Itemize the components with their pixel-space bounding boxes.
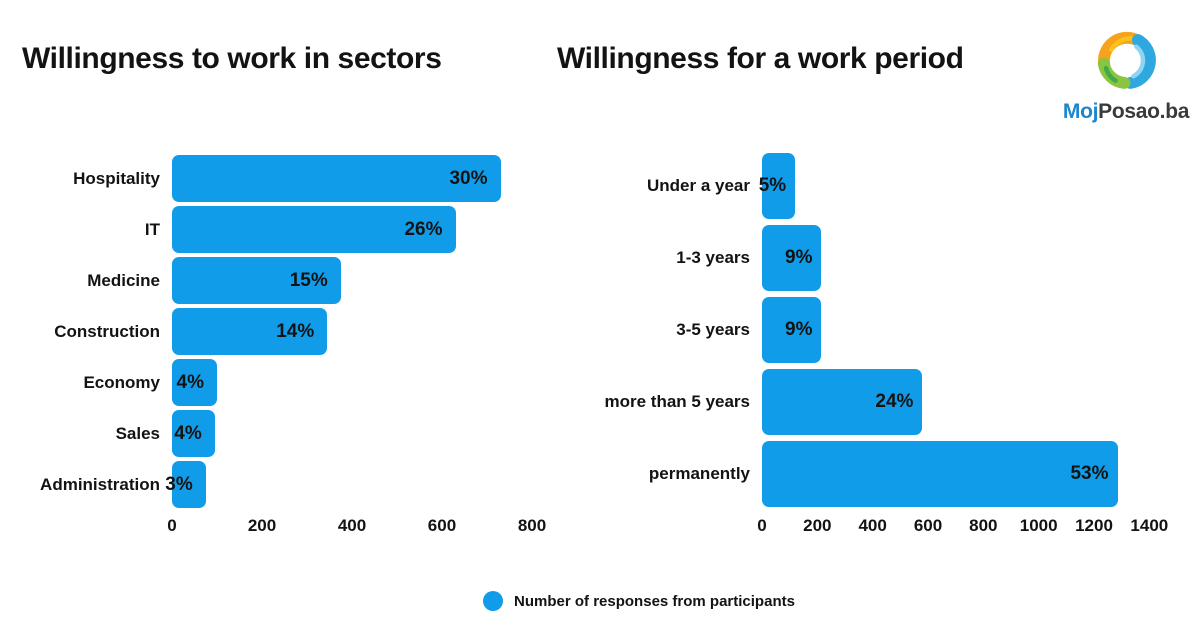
bar-value-label: 53% bbox=[1070, 463, 1109, 484]
work-period-chart-rows: Under a year 5% 1-3 years 9% 3-5 years 9% more… bbox=[600, 150, 1177, 510]
category-label-1-3-years: 1-3 years bbox=[676, 248, 750, 267]
bar-track: 4% bbox=[172, 410, 577, 457]
bar-medicine: 15% bbox=[172, 257, 341, 304]
category-label-permanently: permanently bbox=[648, 464, 750, 483]
bar-track: 3% bbox=[165, 461, 577, 508]
bar-1-3-years: 9% bbox=[762, 225, 822, 291]
chart-row-more-than-5-years: more than 5 years 24% bbox=[600, 366, 1177, 438]
category-label-under-a-year: Under a year bbox=[647, 176, 750, 195]
x-axis-tick-400: 400 bbox=[337, 516, 367, 535]
mojposao-logo: MojPosao.ba bbox=[1060, 20, 1192, 124]
x-axis-tick-600: 600 bbox=[427, 516, 457, 535]
work-period-x-axis: 0 200 400 600 800 1000 1200 1400 bbox=[757, 516, 1177, 538]
chart-row-medicine: Medicine 15% bbox=[10, 255, 577, 306]
bar-track: 26% bbox=[172, 206, 577, 253]
category-label-it: IT bbox=[144, 219, 160, 239]
bar-track: 9% bbox=[762, 297, 1177, 363]
logo-moj-text: Moj bbox=[1062, 100, 1099, 123]
x-axis-tick-800: 800 bbox=[517, 516, 547, 535]
x-axis-tick-800: 800 bbox=[969, 516, 998, 535]
category-label-construction: Construction bbox=[54, 321, 160, 341]
x-axis-tick-600: 600 bbox=[913, 516, 943, 535]
chart-row-hospitality: Hospitality 30% bbox=[10, 153, 577, 204]
legend-dot-icon bbox=[483, 591, 504, 611]
category-label-3-5-years: 3-5 years bbox=[676, 320, 750, 339]
x-axis-tick-200: 200 bbox=[803, 516, 832, 535]
x-axis-tick-0: 0 bbox=[757, 516, 767, 535]
sectors-x-axis: 0 200 400 600 800 bbox=[167, 516, 577, 538]
mojposao-wordmark: MojPosao.ba bbox=[1060, 100, 1192, 124]
bar-value-label: 26% bbox=[404, 218, 443, 240]
legend-label: Number of responses from participants bbox=[514, 592, 795, 610]
bar-administration: 3% bbox=[165, 461, 206, 508]
logo-posao-text: Posao.ba bbox=[1098, 100, 1190, 123]
bar-track: 14% bbox=[172, 308, 577, 355]
bar-value-label: 4% bbox=[176, 371, 204, 393]
x-axis-tick-200: 200 bbox=[247, 516, 277, 535]
bar-under-a-year: 5% bbox=[758, 153, 796, 219]
x-axis-tick-1400: 1400 bbox=[1130, 516, 1169, 535]
chart-row-construction: Construction 14% bbox=[10, 306, 577, 357]
bar-value-label: 3% bbox=[165, 473, 193, 495]
bar-track: 15% bbox=[172, 257, 577, 304]
category-label-sales: Sales bbox=[115, 423, 160, 443]
chart-row-1-3-years: 1-3 years 9% bbox=[600, 222, 1177, 294]
chart-row-3-5-years: 3-5 years 9% bbox=[600, 294, 1177, 366]
bar-hospitality: 30% bbox=[172, 155, 501, 202]
x-axis-tick-400: 400 bbox=[858, 516, 887, 535]
chart-row-permanently: permanently 53% bbox=[600, 438, 1177, 510]
bar-track: 9% bbox=[762, 225, 1177, 291]
category-label-more-than-5-years: more than 5 years bbox=[604, 392, 750, 411]
sectors-chart-rows: Hospitality 30% IT 26% Medicine 15% Constructi… bbox=[10, 153, 577, 510]
bar-construction: 14% bbox=[172, 308, 328, 355]
bar-track: 4% bbox=[172, 359, 577, 406]
x-axis-tick-1200: 1200 bbox=[1075, 516, 1113, 535]
bar-more-than-5-years: 24% bbox=[762, 369, 923, 435]
bar-value-label: 24% bbox=[875, 391, 914, 412]
bar-value-label: 14% bbox=[276, 320, 315, 342]
bar-permanently: 53% bbox=[762, 441, 1118, 507]
sectors-bar-chart: Hospitality 30% IT 26% Medicine 15% Constructi… bbox=[10, 153, 577, 538]
bar-track: 53% bbox=[762, 441, 1177, 507]
category-label-medicine: Medicine bbox=[87, 270, 160, 290]
category-label-economy: Economy bbox=[83, 372, 160, 392]
mojposao-swirl-icon bbox=[1060, 20, 1192, 100]
bar-value-label: 5% bbox=[758, 175, 787, 196]
bar-track: 24% bbox=[762, 369, 1177, 435]
bar-value-label: 9% bbox=[785, 319, 813, 340]
work-period-bar-chart: Under a year 5% 1-3 years 9% 3-5 years 9% more… bbox=[600, 150, 1177, 538]
chart-legend: Number of responses from participants bbox=[0, 591, 1200, 611]
chart-row-administration: Administration 3% bbox=[10, 459, 577, 510]
bar-economy: 4% bbox=[172, 359, 217, 406]
bar-track: 30% bbox=[172, 155, 577, 202]
category-label-hospitality: Hospitality bbox=[73, 168, 160, 188]
bar-track: 5% bbox=[758, 153, 1177, 219]
bar-sales: 4% bbox=[172, 410, 215, 457]
chart-row-it: IT 26% bbox=[10, 204, 577, 255]
x-axis-tick-1000: 1000 bbox=[1019, 516, 1058, 535]
right-chart-title: Willingness for a work period bbox=[557, 42, 964, 75]
chart-row-economy: Economy 4% bbox=[10, 357, 577, 408]
bar-it: 26% bbox=[172, 206, 456, 253]
bar-value-label: 30% bbox=[449, 167, 488, 189]
bar-value-label: 9% bbox=[785, 247, 813, 268]
bar-value-label: 15% bbox=[289, 269, 328, 291]
chart-row-sales: Sales 4% bbox=[10, 408, 577, 459]
category-label-administration: Administration bbox=[40, 474, 160, 494]
bar-value-label: 4% bbox=[174, 422, 202, 444]
x-axis-tick-0: 0 bbox=[167, 516, 177, 535]
bar-3-5-years: 9% bbox=[762, 297, 822, 363]
left-chart-title: Willingness to work in sectors bbox=[22, 42, 442, 75]
chart-row-under-a-year: Under a year 5% bbox=[600, 150, 1177, 222]
